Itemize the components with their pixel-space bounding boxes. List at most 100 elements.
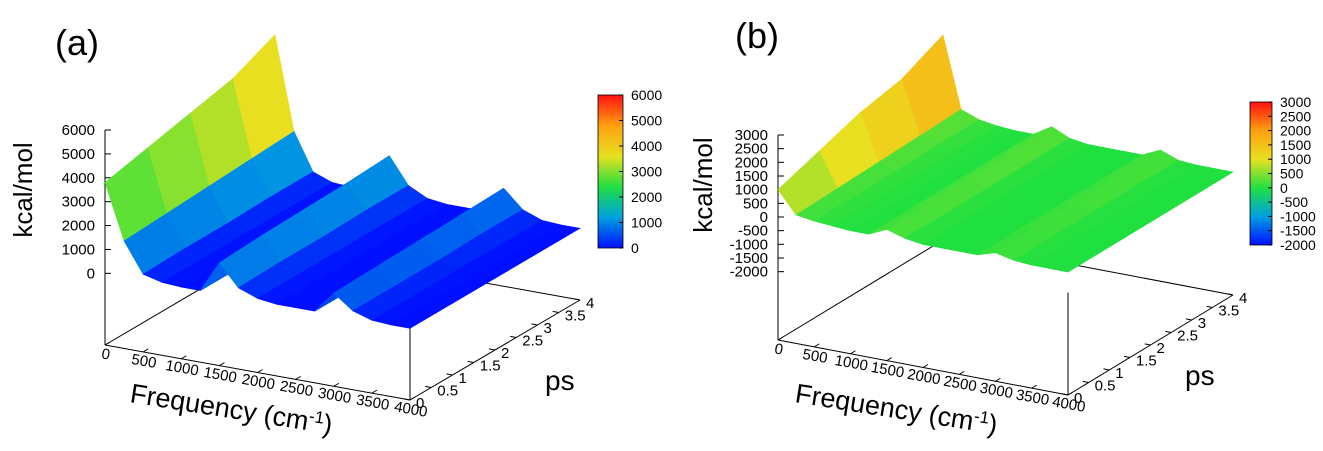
x-tick-label: 1000 <box>833 352 869 375</box>
y-tick <box>1165 330 1172 333</box>
y-tick-label: 4 <box>586 295 594 312</box>
x-tick <box>257 369 263 373</box>
x-tick <box>371 389 378 394</box>
colorbar-tick-label: 1000 <box>1280 151 1311 167</box>
x-axis-label-part: -1 <box>973 406 991 427</box>
z-tick-label: 500 <box>743 195 768 212</box>
y-tick-label: 0 <box>1074 390 1082 407</box>
x-tick <box>333 382 340 387</box>
floor-edge <box>777 239 944 341</box>
z-tick-label: -2000 <box>730 264 768 281</box>
colorbar-tick-label: 1000 <box>631 215 662 231</box>
z-tick-label: -1500 <box>730 250 768 267</box>
x-tick <box>850 350 856 355</box>
y-tick-label: 1.5 <box>1136 353 1157 370</box>
colorbar-tick-label: 2000 <box>1280 123 1311 139</box>
y-axis-label: ps <box>1185 360 1215 391</box>
x-tick-label: 3000 <box>978 380 1014 403</box>
x-tick-label: 2500 <box>942 373 978 396</box>
colorbar-tick-label: 6000 <box>631 87 662 103</box>
x-tick <box>995 377 1001 382</box>
colorbar-tick-label: 1500 <box>1280 137 1311 153</box>
x-tick-label: 0 <box>773 340 784 358</box>
y-tick <box>1185 318 1192 321</box>
y-tick-label: 1 <box>1115 365 1123 382</box>
x-tick-label: 1500 <box>202 364 238 387</box>
y-tick-label: 1.5 <box>480 358 501 375</box>
z-tick-label: 0 <box>87 265 95 282</box>
x-tick <box>777 336 784 341</box>
x-tick-label: 3500 <box>355 391 391 414</box>
y-tick <box>488 348 496 351</box>
x-tick <box>295 375 301 380</box>
x-tick <box>104 341 111 346</box>
y-tick-label: 0.5 <box>437 383 458 400</box>
x-tick <box>219 362 225 367</box>
y-tick-label: 3 <box>544 320 552 337</box>
y-tick-label: 3 <box>1198 315 1206 332</box>
y-tick-label: 0.5 <box>1095 378 1116 395</box>
y-tick-label: 2 <box>501 345 509 362</box>
x-tick-label: 500 <box>801 346 829 367</box>
x-axis-label-part: -1 <box>308 406 326 427</box>
y-tick <box>1206 305 1213 308</box>
z-axis-label: kcal/mol <box>8 142 38 237</box>
y-tick <box>403 398 411 401</box>
z-tick-label: 1000 <box>735 182 768 199</box>
x-tick-label: 1500 <box>870 359 906 382</box>
z-tick-label: 4000 <box>62 170 95 187</box>
x-tick <box>813 343 820 348</box>
y-tick <box>446 373 453 376</box>
surface-cell <box>1049 243 1111 273</box>
y-tick <box>552 310 559 313</box>
y-tick <box>1062 393 1069 396</box>
y-tick-label: 2.5 <box>1177 328 1198 345</box>
colorbar-tick-label: 5000 <box>631 113 662 129</box>
x-tick-label: 2000 <box>240 371 276 394</box>
x-tick-label: 4000 <box>1051 393 1087 416</box>
colorbar-tick-label: 500 <box>1280 166 1304 182</box>
y-tick <box>1123 355 1130 358</box>
x-tick-label: 3000 <box>317 385 353 408</box>
colorbar-tick-label: 2000 <box>631 189 662 205</box>
y-tick <box>1103 368 1110 371</box>
colorbar-tick-label: -1500 <box>1280 223 1316 239</box>
z-axis-label: kcal/mol <box>688 137 718 232</box>
z-tick-label: -500 <box>738 223 768 240</box>
y-axis-label: ps <box>545 365 575 396</box>
colorbar-tick-label: 3000 <box>631 164 662 180</box>
colorbar-tick-label: 3000 <box>1280 94 1311 110</box>
colorbar-tick-label: 0 <box>631 240 639 256</box>
y-tick <box>425 385 432 388</box>
z-tick-label: 2000 <box>735 154 768 171</box>
x-tick <box>958 370 965 375</box>
x-tick <box>409 396 416 401</box>
colorbar-tick-label: -1000 <box>1280 208 1316 224</box>
colorbar-tick-label: 0 <box>1280 180 1288 196</box>
y-tick <box>510 335 517 338</box>
y-tick <box>1227 293 1234 296</box>
y-tick <box>1082 380 1089 383</box>
z-tick-label: 0 <box>760 209 768 226</box>
x-tick <box>886 357 892 362</box>
y-tick-label: 1 <box>459 370 467 387</box>
x-tick-label: 4000 <box>393 398 429 421</box>
y-tick-label: 2 <box>1157 340 1165 357</box>
colorbar-tick-label: -2000 <box>1280 237 1316 253</box>
y-tick <box>1144 343 1151 346</box>
surface-cell <box>390 299 454 329</box>
z-tick-label: 2000 <box>62 218 95 235</box>
colorbar-tick-label: -500 <box>1280 194 1308 210</box>
y-tick-label: 3.5 <box>1218 303 1239 320</box>
y-tick-label: 2.5 <box>522 333 543 350</box>
x-tick <box>142 348 149 353</box>
z-tick-label: 2500 <box>735 141 768 158</box>
x-tick-label: 2000 <box>906 366 942 389</box>
x-tick-label: 3500 <box>1015 386 1051 409</box>
x-tick <box>1031 384 1037 389</box>
colorbar-tick-label: 4000 <box>631 138 662 154</box>
x-tick <box>1067 391 1074 396</box>
